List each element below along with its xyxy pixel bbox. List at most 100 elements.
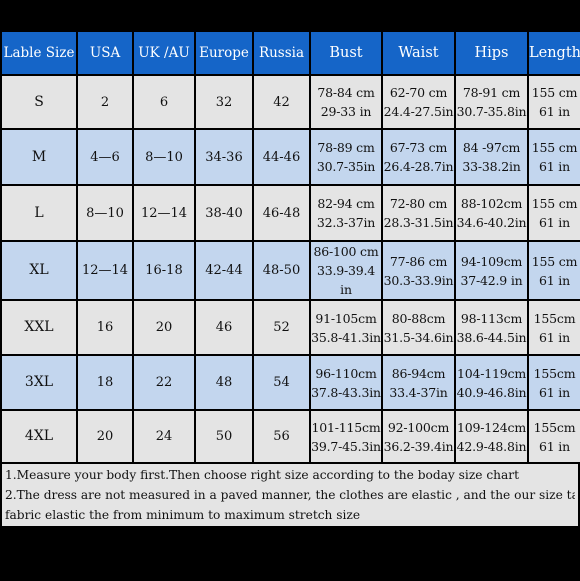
europe-cell: 48: [194, 354, 254, 411]
bust-cm: 82-94 cm: [317, 196, 375, 211]
hips-cm: 109-124cm: [457, 419, 526, 435]
uk-cell: 24: [132, 409, 196, 464]
header-usa: USA: [76, 30, 134, 76]
bust-cm: 78-89 cm: [317, 140, 375, 155]
waist-in: 30.3-33.9in: [383, 272, 454, 288]
waist-in: 36.2-39.4in: [383, 438, 454, 454]
russia-cell: 52: [252, 299, 311, 356]
bust-in: 37.8-43.3in: [311, 384, 381, 400]
europe-cell: 46: [194, 299, 254, 356]
russia-cell: 56: [252, 409, 311, 464]
waist-cell: 72-80 cm 28.3-31.5in: [381, 184, 456, 242]
uk-cell: 6: [132, 74, 196, 130]
table-row: S 2 6 32 42 78-84 cm 29-33 in 62-70 cm 24.…: [0, 74, 580, 130]
uk-cell: 12—14: [132, 184, 196, 242]
table-row: XXL 16 20 46 52 91-105cm 35.8-41.3in 80-8…: [0, 299, 580, 356]
header-hips: Hips: [454, 30, 529, 76]
bust-cell: 101-115cm 39.7-45.3in: [309, 409, 383, 464]
uk-cell: 20: [132, 299, 196, 356]
hips-cell: 104-119cm 40.9-46.8in: [454, 354, 529, 411]
hips-cell: 109-124cm 42.9-48.8in: [454, 409, 529, 464]
table-row: XL 12—14 16-18 42-44 48-50 86-100 cm 33.9…: [0, 240, 580, 301]
length-cm: 155cm: [533, 419, 576, 435]
hips-cm: 84 -97cm: [462, 140, 521, 155]
russia-cell: 48-50: [252, 240, 311, 301]
usa-cell: 12—14: [76, 240, 134, 301]
hips-in: 38.6-44.5in: [456, 329, 527, 345]
bust-cell: 78-84 cm 29-33 in: [309, 74, 383, 130]
bust-cm: 91-105cm: [315, 310, 377, 326]
waist-cm: 72-80 cm: [389, 196, 448, 211]
hips-cell: 88-102cm 34.6-40.2in: [454, 184, 529, 242]
header-row: Lable Size USA UK /AU Europe Russia Bust…: [0, 30, 580, 76]
europe-cell: 42-44: [194, 240, 254, 301]
bust-cell: 86-100 cm 33.9-39.4 in: [309, 240, 383, 301]
hips-in: 33-38.2in: [462, 159, 521, 174]
waist-cm: 80-88cm: [391, 310, 446, 326]
uk-cell: 8—10: [132, 128, 196, 186]
size-label: XL: [0, 240, 78, 301]
waist-in: 28.3-31.5in: [383, 215, 454, 230]
length-cell: 155cm 61 in: [527, 409, 580, 464]
bust-cell: 78-89 cm 30.7-35in: [309, 128, 383, 186]
length-cm: 155 cm: [531, 140, 578, 155]
length-cell: 155cm 61 in: [527, 354, 580, 411]
europe-cell: 32: [194, 74, 254, 130]
header-bust: Bust: [309, 30, 383, 76]
waist-cm: 67-73 cm: [389, 140, 448, 155]
size-label: 4XL: [0, 409, 78, 464]
length-in: 61 in: [539, 329, 570, 345]
hips-cell: 98-113cm 38.6-44.5in: [454, 299, 529, 356]
size-label: L: [0, 184, 78, 242]
length-in: 61 in: [539, 159, 570, 174]
usa-cell: 18: [76, 354, 134, 411]
note-line-1: 1.Measure your body first.Then choose ri…: [5, 468, 520, 482]
waist-cell: 62-70 cm 24.4-27.5in: [381, 74, 456, 130]
europe-cell: 50: [194, 409, 254, 464]
waist-cell: 86-94cm 33.4-37in: [381, 354, 456, 411]
size-table: Lable Size USA UK /AU Europe Russia Bust…: [0, 30, 580, 464]
waist-cell: 92-100cm 36.2-39.4in: [381, 409, 456, 464]
europe-cell: 38-40: [194, 184, 254, 242]
usa-cell: 8—10: [76, 184, 134, 242]
russia-cell: 42: [252, 74, 311, 130]
size-label: XXL: [0, 299, 78, 356]
russia-cell: 44-46: [252, 128, 311, 186]
usa-cell: 2: [76, 74, 134, 130]
header-russia: Russia: [252, 30, 311, 76]
length-in: 61 in: [539, 104, 570, 119]
waist-cell: 67-73 cm 26.4-28.7in: [381, 128, 456, 186]
bust-in: 39.7-45.3in: [311, 438, 381, 454]
length-cm: 155cm: [533, 310, 576, 326]
table-row: M 4—6 8—10 34-36 44-46 78-89 cm 30.7-35in…: [0, 128, 580, 186]
bust-cell: 82-94 cm 32.3-37in: [309, 184, 383, 242]
bust-cm: 78-84 cm: [317, 85, 375, 100]
hips-cm: 78-91 cm: [462, 85, 521, 100]
hips-in: 30.7-35.8in: [456, 104, 527, 119]
length-cell: 155 cm 61 in: [527, 128, 580, 186]
waist-in: 33.4-37in: [389, 384, 448, 400]
hips-cm: 94-109cm: [460, 253, 523, 269]
header-length: Length: [527, 30, 580, 76]
length-cm: 155cm: [533, 365, 576, 381]
bust-cell: 91-105cm 35.8-41.3in: [309, 299, 383, 356]
bust-in: 32.3-37in: [316, 215, 376, 230]
bust-cell: 96-110cm 37.8-43.3in: [309, 354, 383, 411]
length-cell: 155cm 61 in: [527, 299, 580, 356]
bust-in: 33.9-39.4 in: [316, 263, 376, 297]
length-cm: 155 cm: [531, 253, 578, 269]
length-in: 61 in: [539, 438, 570, 454]
waist-cm: 62-70 cm: [389, 85, 448, 100]
table-row: 3XL 18 22 48 54 96-110cm 37.8-43.3in 86-9…: [0, 354, 580, 411]
table-row: L 8—10 12—14 38-40 46-48 82-94 cm 32.3-37…: [0, 184, 580, 242]
waist-in: 26.4-28.7in: [383, 159, 454, 174]
length-cell: 155 cm 61 in: [527, 184, 580, 242]
length-cm: 155 cm: [531, 196, 578, 211]
header-label-size: Lable Size: [0, 30, 78, 76]
waist-in: 24.4-27.5in: [383, 104, 454, 119]
size-chart: Lable Size USA UK /AU Europe Russia Bust…: [0, 30, 580, 528]
waist-cm: 86-94cm: [391, 365, 446, 381]
length-in: 61 in: [539, 272, 570, 288]
hips-cell: 84 -97cm 33-38.2in: [454, 128, 529, 186]
header-uk-au: UK /AU: [132, 30, 196, 76]
